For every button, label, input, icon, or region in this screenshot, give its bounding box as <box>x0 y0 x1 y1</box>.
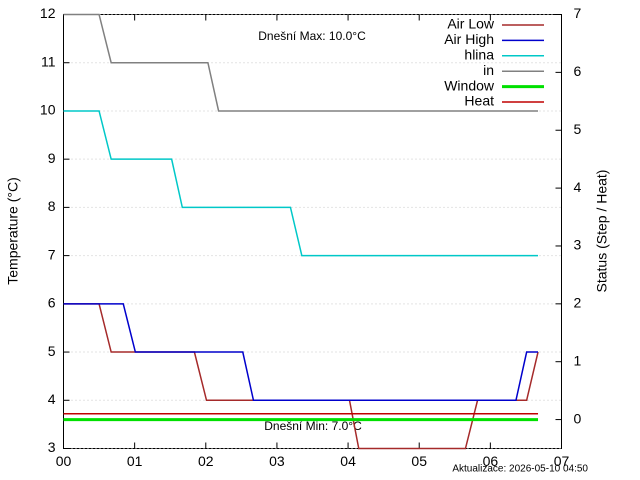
series-line <box>63 13 539 112</box>
x-tick-label: 01 <box>127 453 143 469</box>
y2-tick-label: 5 <box>574 121 582 137</box>
y-tick-label: 12 <box>40 5 56 21</box>
y-tick-label: 9 <box>48 150 56 166</box>
series-line <box>63 110 539 257</box>
x-tick-label: 06 <box>483 453 499 469</box>
legend-label: in <box>483 62 494 78</box>
y2-tick-label: 0 <box>574 410 582 426</box>
y-tick-label: 3 <box>48 439 56 455</box>
y2-tick-label: 6 <box>574 63 582 79</box>
max-annotation: Dnešní Max: 10.0°C <box>258 29 366 43</box>
y-tick-label: 8 <box>48 198 56 214</box>
y-tick-label: 11 <box>41 53 56 69</box>
legend-label: Window <box>444 77 495 93</box>
x-tick-label: 07 <box>554 453 570 469</box>
x-tick-label: 03 <box>269 453 285 469</box>
min-annotation: Dnešní Min: 7.0°C <box>264 419 362 433</box>
legend-label: Air Low <box>447 16 495 32</box>
x-tick-label: 00 <box>56 453 72 469</box>
y2-tick-label: 2 <box>574 295 582 311</box>
y-tick-label: 5 <box>48 343 56 359</box>
y2-tick-label: 3 <box>574 237 582 253</box>
y-tick-label: 10 <box>40 102 56 118</box>
y-tick-label: 7 <box>48 246 56 262</box>
y2-tick-label: 7 <box>574 5 582 21</box>
legend-label: hlina <box>464 47 494 63</box>
x-tick-label: 02 <box>198 453 214 469</box>
legend-label: Air High <box>444 31 494 47</box>
y2-tick-label: 1 <box>574 352 582 368</box>
y2-tick-label: 4 <box>574 179 582 195</box>
y-axis-label: Temperature (°C) <box>5 177 21 285</box>
series-line <box>63 303 539 402</box>
legend-label: Heat <box>464 93 494 109</box>
x-tick-label: 05 <box>411 453 427 469</box>
update-note: Aktualizace: 2026-05-10 04:50 <box>452 464 588 475</box>
y2-axis-label: Status (Step / Heat) <box>594 170 610 293</box>
y-tick-label: 6 <box>48 295 56 311</box>
x-tick-label: 04 <box>340 453 356 469</box>
y-tick-label: 4 <box>48 391 56 407</box>
